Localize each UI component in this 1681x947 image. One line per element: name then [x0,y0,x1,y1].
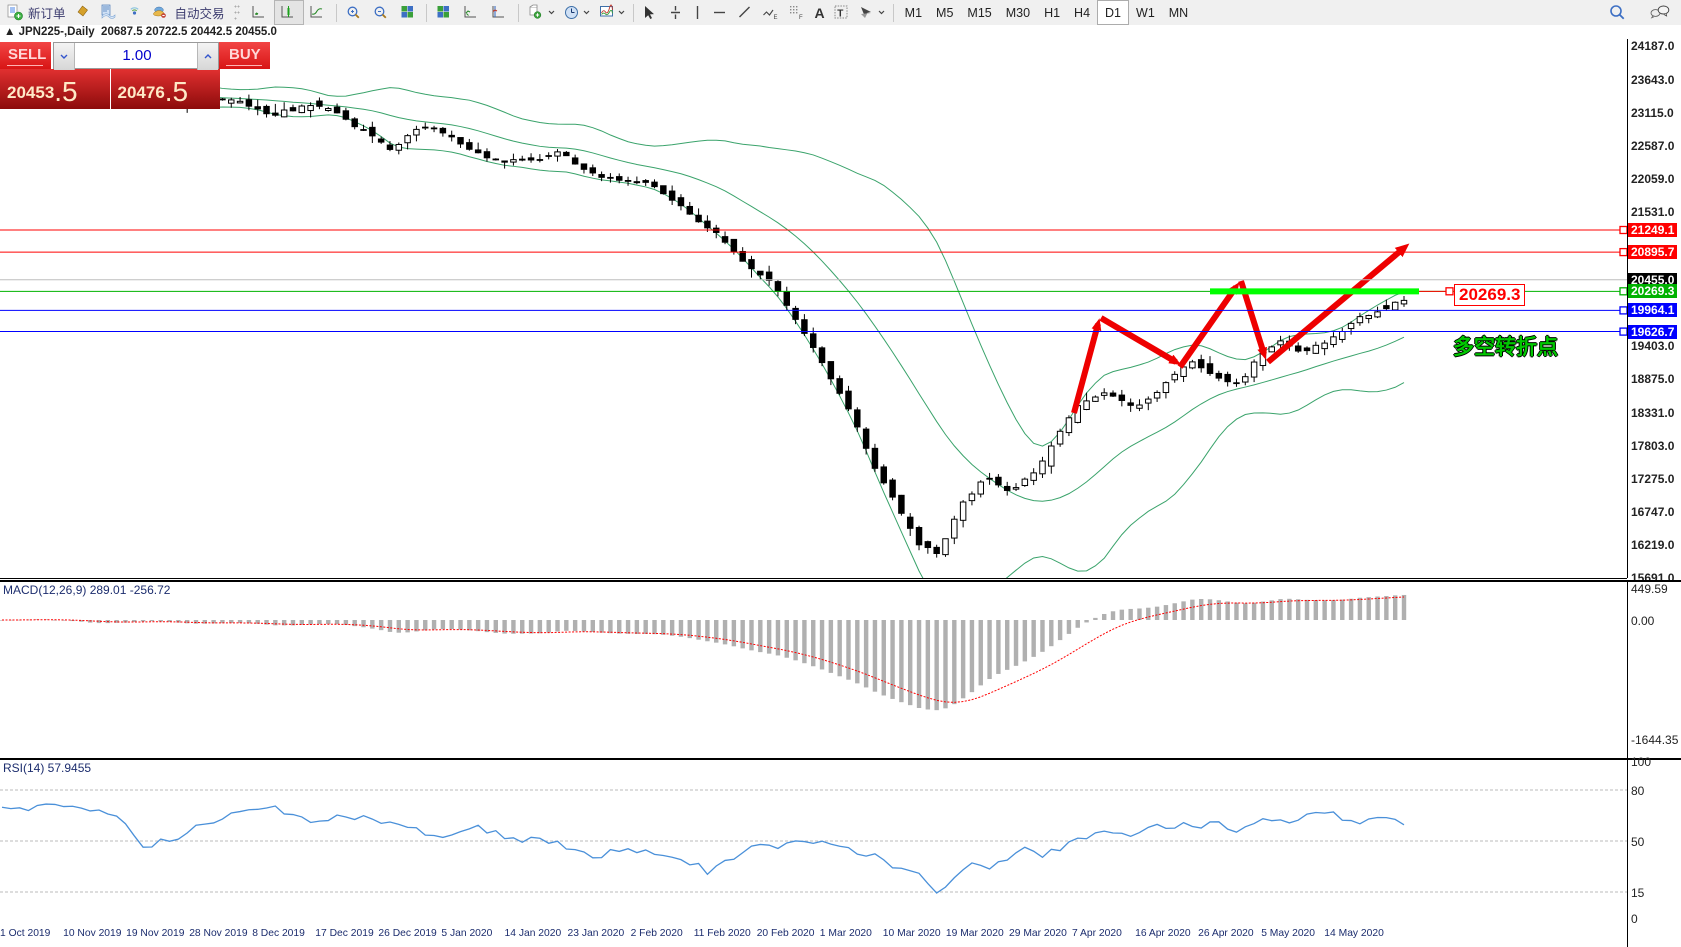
svg-text:F: F [799,15,803,21]
svg-text:E: E [773,15,777,21]
svg-text:T: T [837,9,843,20]
